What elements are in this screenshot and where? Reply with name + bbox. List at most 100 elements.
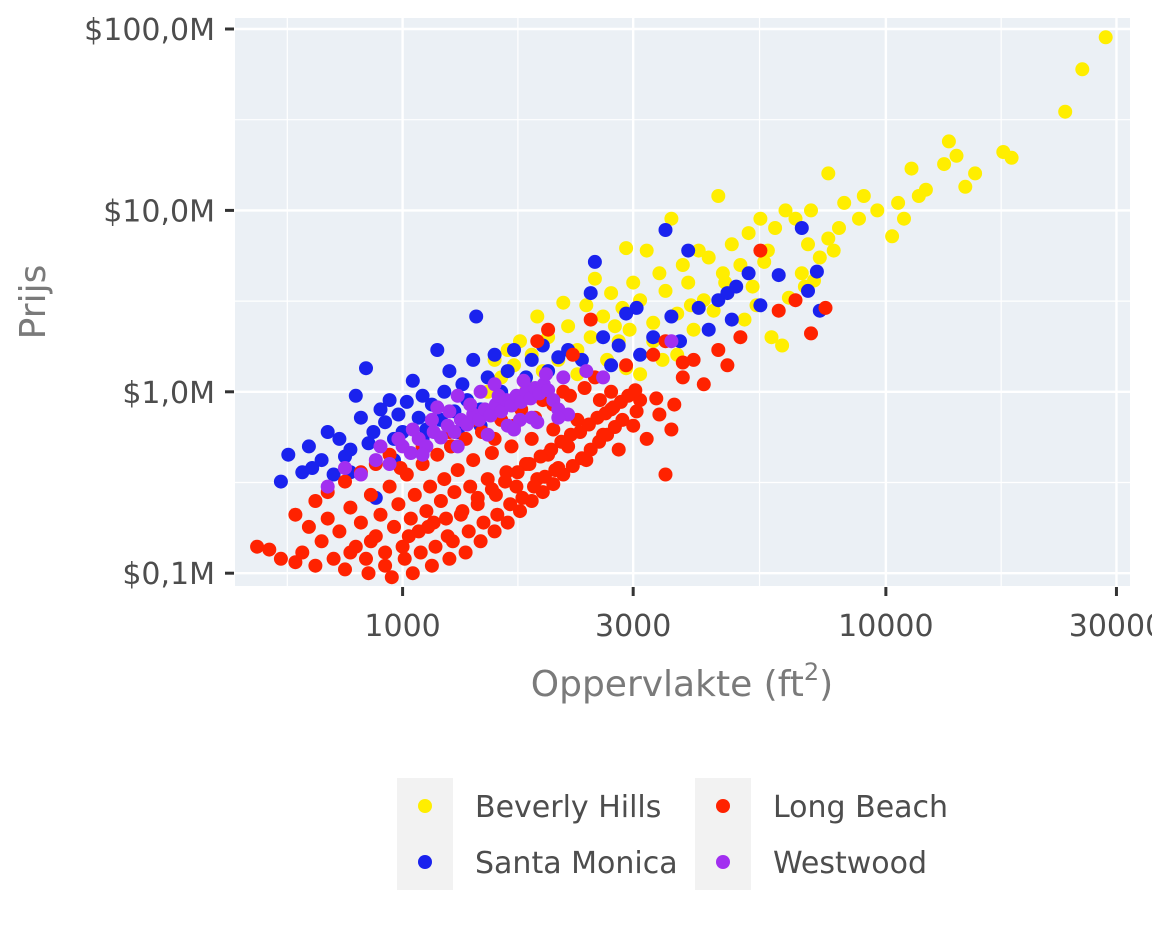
point-long-beach [513, 504, 527, 519]
point-long-beach [544, 442, 559, 457]
point-long-beach [407, 487, 422, 502]
point-beverly-hills [675, 258, 690, 272]
point-long-beach [509, 479, 524, 494]
point-westwood [483, 408, 498, 423]
point-long-beach [522, 457, 537, 471]
x-axis-title-close: ) [819, 664, 833, 705]
x-tick-label: 1000 [364, 609, 440, 644]
point-westwood [530, 415, 545, 430]
point-westwood [473, 384, 488, 399]
point-long-beach [733, 330, 748, 345]
point-santa-monica [794, 221, 809, 235]
point-santa-monica [326, 467, 341, 482]
point-beverly-hills [941, 134, 956, 149]
point-santa-monica [729, 279, 744, 294]
point-long-beach [373, 507, 388, 522]
point-westwood [338, 461, 352, 475]
point-beverly-hills [664, 211, 679, 226]
point-santa-monica [646, 330, 661, 345]
point-beverly-hills [768, 221, 783, 235]
point-santa-monica [611, 338, 626, 353]
point-long-beach [470, 490, 485, 505]
point-long-beach [615, 412, 630, 427]
point-westwood [433, 430, 448, 445]
point-long-beach [473, 534, 488, 549]
point-westwood [516, 373, 531, 388]
point-westwood [450, 439, 465, 454]
point-santa-monica [466, 352, 481, 367]
point-beverly-hills [821, 166, 836, 181]
point-long-beach [353, 515, 368, 530]
point-long-beach [604, 384, 619, 399]
point-long-beach [686, 352, 701, 367]
point-westwood [405, 422, 420, 437]
point-beverly-hills [681, 275, 696, 290]
point-santa-monica [391, 407, 406, 422]
point-santa-monica [415, 388, 430, 403]
point-beverly-hills [658, 283, 673, 298]
point-santa-monica [724, 312, 739, 327]
point-long-beach [397, 551, 412, 566]
point-long-beach [250, 539, 265, 554]
x-axis-title-superscript: 2 [804, 658, 819, 686]
point-beverly-hills [724, 237, 739, 252]
point-westwood [391, 431, 406, 446]
point-beverly-hills [897, 211, 911, 226]
point-santa-monica [455, 377, 470, 392]
point-long-beach [696, 377, 711, 392]
point-santa-monica [801, 283, 815, 298]
point-long-beach [428, 539, 443, 554]
point-santa-monica [343, 442, 358, 457]
point-beverly-hills [706, 303, 721, 318]
point-beverly-hills [1058, 104, 1073, 119]
point-santa-monica [500, 364, 515, 379]
point-santa-monica [305, 461, 320, 475]
point-santa-monica [382, 393, 397, 408]
point-westwood [382, 457, 397, 471]
point-long-beach [363, 534, 378, 549]
point-westwood [551, 410, 566, 425]
point-long-beach [527, 479, 541, 494]
point-beverly-hills [604, 286, 619, 301]
point-long-beach [320, 511, 335, 526]
point-santa-monica [469, 309, 484, 324]
point-long-beach [458, 545, 473, 560]
legend-swatch-beverly-hills [418, 799, 432, 813]
point-westwood [430, 400, 445, 415]
point-beverly-hills [775, 338, 790, 353]
point-long-beach [405, 566, 420, 581]
point-long-beach [629, 404, 644, 419]
point-westwood [442, 404, 457, 419]
point-long-beach [308, 558, 323, 573]
point-westwood [472, 412, 487, 427]
point-santa-monica [741, 266, 756, 281]
point-beverly-hills [937, 157, 952, 172]
point-westwood [415, 447, 430, 462]
point-beverly-hills [812, 250, 827, 265]
legend-swatch-santa-monica [418, 855, 432, 869]
point-santa-monica [753, 298, 768, 313]
x-tick-label: 3000 [595, 609, 671, 644]
point-westwood [368, 453, 383, 468]
point-beverly-hills [821, 231, 836, 246]
point-long-beach [664, 422, 679, 437]
point-long-beach [419, 504, 434, 519]
point-long-beach [537, 469, 552, 484]
point-beverly-hills [870, 203, 885, 218]
point-westwood [460, 417, 475, 432]
point-long-beach [326, 551, 341, 566]
x-axis-title: Oppervlakte (ft2) [531, 658, 833, 705]
x-tick-label: 10000 [838, 609, 933, 644]
point-long-beach [574, 451, 589, 466]
point-westwood [487, 377, 502, 392]
point-beverly-hills [891, 195, 906, 210]
point-long-beach [361, 566, 376, 581]
point-long-beach [611, 442, 626, 457]
point-beverly-hills [852, 211, 866, 226]
x-axis: 1000 3000 10000 30000 [364, 587, 1152, 644]
point-beverly-hills [619, 241, 634, 256]
point-santa-monica [361, 436, 376, 451]
point-beverly-hills [764, 330, 779, 345]
point-long-beach [804, 326, 818, 341]
point-westwood [353, 467, 368, 482]
